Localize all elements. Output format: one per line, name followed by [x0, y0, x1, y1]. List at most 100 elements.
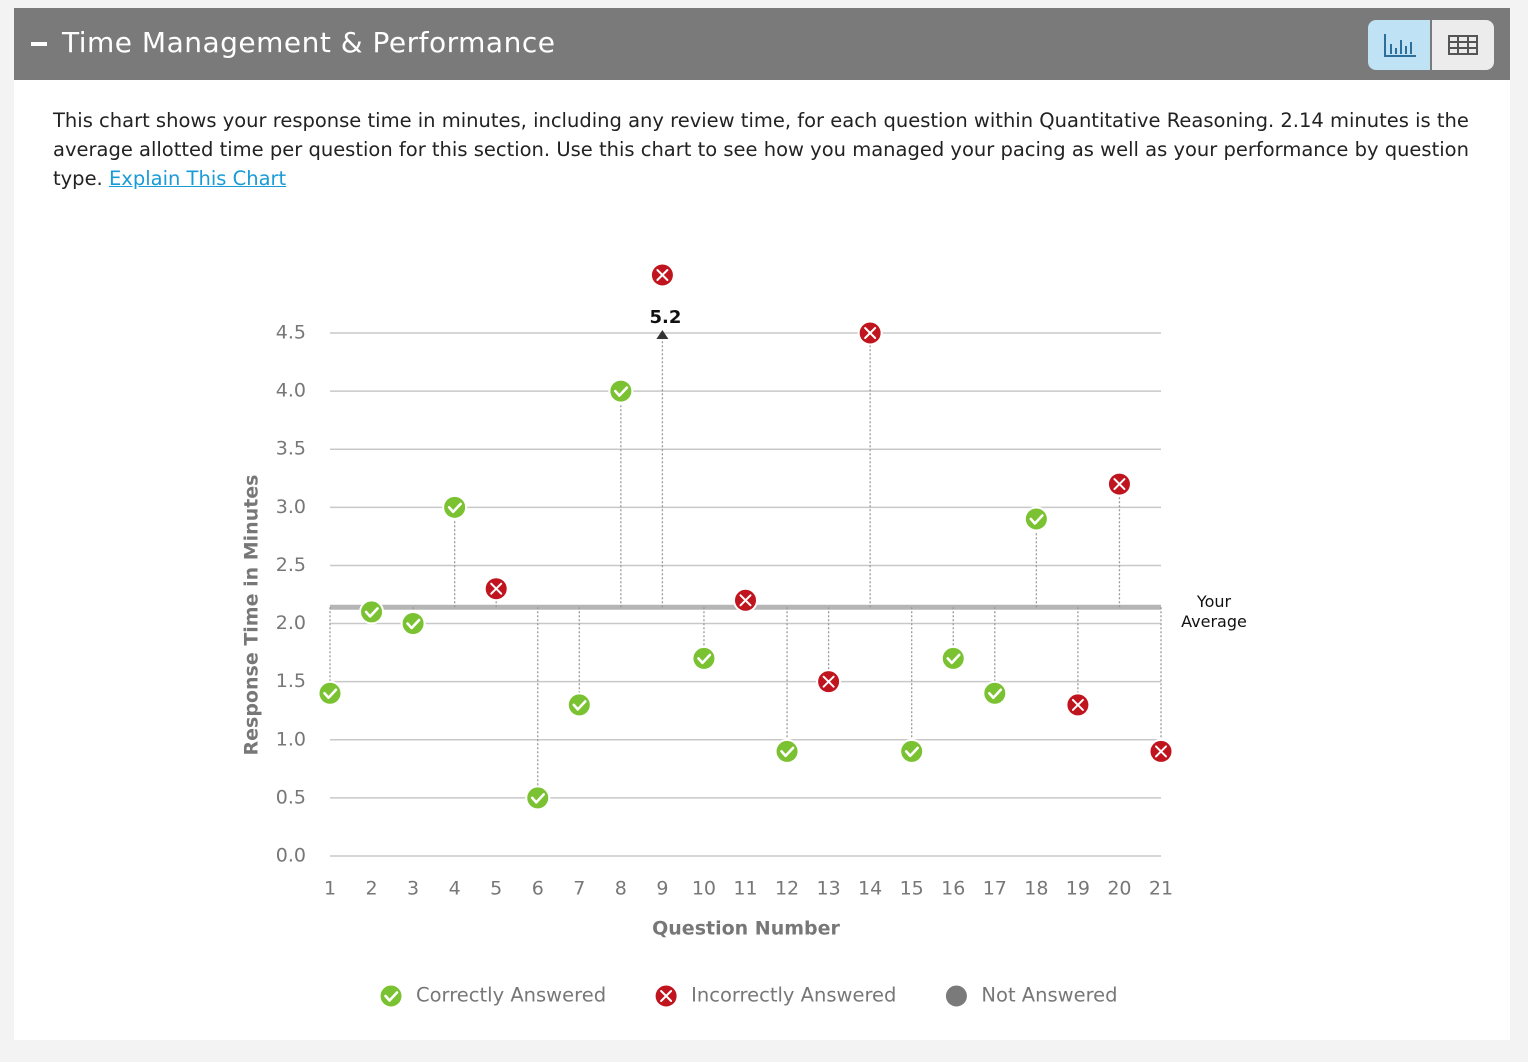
point-check	[364, 607, 379, 618]
point-circle	[317, 680, 343, 706]
point-circle	[899, 738, 925, 764]
x-tick-label: 13	[817, 878, 841, 900]
x-tick-label: 14	[858, 878, 882, 900]
x-tick-label: 21	[1149, 878, 1173, 900]
point-circle	[982, 680, 1008, 706]
point-circle	[691, 645, 717, 671]
collapse-icon[interactable]	[31, 42, 47, 46]
point-circle	[442, 494, 468, 520]
point-check	[904, 746, 919, 758]
x-tick-label: 17	[983, 878, 1007, 900]
x-tick-label: 1	[324, 878, 336, 900]
y-tick-label: 3.0	[276, 496, 306, 518]
description-text: This chart shows your response time in m…	[53, 109, 1469, 190]
section-title: Time Management & Performance	[62, 26, 556, 59]
point	[982, 680, 1008, 706]
x-tick-label: 16	[941, 878, 965, 900]
point	[525, 785, 551, 811]
point	[733, 587, 758, 613]
point-check	[447, 502, 462, 514]
y-tick-label: 2.5	[276, 554, 306, 576]
legend-marker-check	[384, 991, 399, 1002]
x-tick-label: 8	[615, 878, 627, 900]
point-cross	[656, 269, 669, 281]
y-axis-label: Response Time in Minutes	[241, 475, 263, 756]
point-check	[1029, 514, 1044, 525]
legend-marker	[653, 983, 679, 1009]
point	[442, 494, 468, 520]
y-tick-label: 1.5	[276, 670, 306, 692]
point-check	[946, 653, 961, 665]
panel: Time Management & Performance	[14, 8, 1510, 1040]
point	[1106, 471, 1132, 497]
legend-marker-circle	[943, 983, 969, 1009]
x-tick-label: 4	[449, 878, 461, 900]
legend-label: Incorrectly Answered	[691, 984, 896, 1007]
point	[608, 378, 634, 404]
point	[774, 738, 800, 764]
point	[566, 692, 592, 718]
point-circle	[1023, 506, 1049, 532]
table-view-button[interactable]	[1432, 20, 1494, 70]
x-tick-label: 15	[900, 878, 924, 900]
point-check	[323, 688, 338, 700]
x-tick-label: 10	[692, 878, 716, 900]
point-circle	[525, 785, 551, 811]
y-tick-label: 1.0	[276, 728, 306, 750]
point-cross	[822, 675, 835, 688]
point	[899, 738, 925, 764]
description: This chart shows your response time in m…	[53, 106, 1483, 193]
point	[317, 680, 343, 706]
point-circle	[608, 378, 634, 404]
y-tick-label: 4.0	[276, 380, 306, 402]
x-tick-label: 7	[573, 878, 585, 900]
x-axis-label: Question Number	[652, 918, 840, 940]
point-cross	[490, 582, 503, 595]
x-tick-label: 2	[366, 878, 378, 900]
header: Time Management & Performance	[14, 8, 1510, 80]
point-check	[572, 700, 587, 711]
point-circle	[940, 645, 966, 671]
off-scale-label: 5.2	[649, 307, 681, 328]
point-circle	[400, 611, 426, 637]
legend-label: Not Answered	[981, 984, 1117, 1007]
off-scale-arrow	[656, 330, 669, 339]
x-tick-label: 9	[656, 878, 668, 900]
y-tick-label: 0.5	[276, 786, 306, 808]
legend-marker	[943, 983, 969, 1009]
point-check	[406, 618, 421, 630]
point	[1065, 692, 1091, 718]
point	[1148, 738, 1174, 764]
point	[816, 669, 842, 695]
point-circle	[774, 738, 800, 764]
x-tick-label: 6	[532, 878, 544, 900]
x-tick-label: 18	[1024, 878, 1048, 900]
legend-label: Correctly Answered	[416, 984, 606, 1007]
point-cross	[1155, 745, 1167, 758]
x-tick-label: 11	[733, 878, 757, 900]
chart-view-button[interactable]	[1368, 20, 1430, 70]
legend-marker	[378, 983, 404, 1009]
x-tick-label: 19	[1066, 878, 1090, 900]
point-cross	[1071, 698, 1084, 711]
point	[400, 611, 426, 637]
explain-link[interactable]: Explain This Chart	[108, 167, 287, 190]
y-tick-label: 0.0	[276, 845, 306, 867]
point	[940, 645, 966, 671]
point	[691, 645, 717, 671]
x-tick-label: 12	[775, 878, 799, 900]
y-tick-label: 2.0	[276, 612, 306, 634]
x-tick-label: 3	[407, 878, 419, 900]
point	[649, 262, 675, 288]
point	[359, 599, 385, 625]
legend-marker-cross	[660, 990, 673, 1002]
average-label: Your Average	[1181, 592, 1247, 631]
x-tick-label: 20	[1107, 878, 1131, 900]
point-circle	[566, 692, 592, 718]
point-cross	[1113, 478, 1126, 491]
point	[1023, 506, 1049, 532]
chart-icon	[1384, 34, 1416, 57]
